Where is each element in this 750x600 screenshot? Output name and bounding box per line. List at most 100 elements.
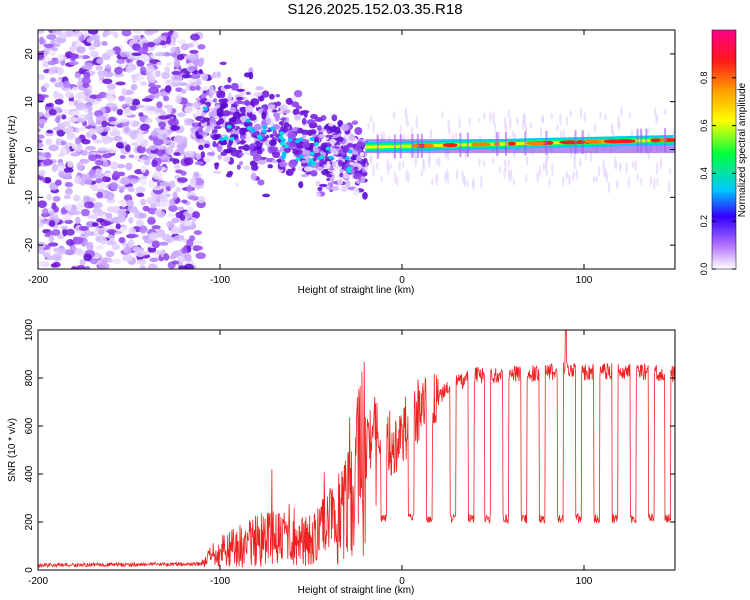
spectrogram-noise-blob (62, 127, 74, 133)
spectrogram-hotspot (299, 154, 305, 159)
spectrogram-noise-blob (136, 259, 147, 265)
spectrogram-signal-blob (282, 126, 288, 133)
spectrogram-noise-blob (60, 173, 70, 179)
spectrogram-noise-blob (195, 85, 201, 91)
spectrogram-noise-blob (181, 226, 189, 231)
spectrogram-signal-blob (230, 82, 239, 91)
spectrogram-noise-blob (152, 138, 164, 146)
spectrogram-signal-blob (214, 162, 219, 170)
spectrogram-noise-blob (180, 89, 187, 95)
spectrogram-noise-blob (51, 163, 58, 173)
spectrogram-signal-blob (316, 166, 324, 172)
spectrogram-noise-blob (191, 122, 200, 128)
spectrogram-noise-blob (156, 101, 163, 109)
spectrogram-faint-streak (539, 126, 543, 139)
spectrogram-noise-blob (38, 74, 46, 81)
spectrogram-noise-blob (69, 109, 80, 116)
spectrogram-noise-blob (81, 139, 91, 145)
spectrogram-signal-blob (314, 117, 324, 122)
spectrogram-faint-streak (551, 163, 554, 178)
spectrogram-noise-blob (68, 46, 76, 53)
spectrogram-signal-blob (316, 125, 322, 131)
spectrogram-signal-blob (242, 144, 250, 151)
spectrogram-noise-blob (150, 203, 157, 209)
spectrogram-noise-blob (106, 229, 117, 234)
spectrogram-signal-blob (213, 134, 220, 141)
spectrogram-signal-blob (231, 117, 237, 123)
spectrogram-faint-streak (435, 173, 438, 187)
spectrogram-y-axis-label: Frequency (Hz) (7, 116, 18, 185)
spectrogram-signal-blob (352, 150, 358, 155)
spectrogram-hotspot (287, 137, 293, 142)
spectrogram-noise-blob (95, 170, 102, 179)
spectrogram-noise-blob (192, 240, 203, 245)
spectrogram-faint-streak (512, 178, 515, 186)
spectrogram-noise-blob (152, 186, 163, 191)
spectrogram-noise-blob (118, 185, 127, 190)
spectrogram-hotspot (309, 151, 315, 156)
spectrogram-signal-blob (227, 76, 232, 83)
spectrogram-faint-streak (440, 110, 444, 119)
spectrogram-noise-blob (38, 30, 45, 34)
spectrogram-faint-streak (647, 127, 650, 135)
spectrogram-hotspot (229, 136, 235, 141)
spectrogram-signal-blob (257, 159, 266, 165)
spectrogram-signal-blob (361, 172, 368, 177)
spectrogram-x-tick-label: 0 (399, 275, 405, 286)
spectrogram-faint-streak (568, 174, 571, 186)
spectrogram-noise-blob (189, 49, 199, 55)
spectrogram-faint-streak (455, 169, 459, 180)
spectrogram-noise-blob (48, 109, 57, 116)
spectrogram-signal-blob (267, 164, 273, 169)
spectrogram-faint-streak (562, 127, 565, 141)
carrier-peak (559, 140, 581, 145)
spectrogram-hotspot (347, 149, 353, 154)
spectrogram-noise-blob (102, 160, 109, 167)
spectrogram-noise-blob (140, 198, 146, 206)
spectrogram-noise-blob (80, 55, 91, 60)
spectrogram-faint-streak (376, 161, 379, 170)
spectrogram-noise-blob (149, 257, 159, 263)
spectrogram-signal-blob (210, 74, 216, 79)
spectrogram-noise-blob (54, 82, 64, 88)
spectrogram-signal-blob (330, 147, 337, 154)
spectrogram-signal-blob (215, 71, 222, 79)
spectrogram-faint-streak (542, 163, 545, 172)
spectrogram-signal-blob (300, 173, 310, 178)
spectrogram-faint-streak (656, 113, 659, 122)
spectrogram-noise-blob (143, 159, 151, 166)
spectrogram-signal-blob (248, 67, 254, 74)
spectrogram-faint-streak (392, 111, 396, 120)
spectrogram-noise-blob (106, 94, 116, 103)
spectrogram-noise-blob (74, 72, 80, 79)
spectrogram-noise-blob (138, 212, 147, 219)
spectrogram-noise-blob (52, 126, 62, 131)
chart-title: S126.2025.152.03.35.R18 (287, 1, 463, 18)
spectrogram-noise-blob (84, 265, 91, 269)
spectrogram-faint-streak (431, 178, 434, 186)
spectrogram-noise-blob (61, 114, 67, 120)
spectrogram-noise-blob (54, 179, 62, 186)
spectrogram-noise-blob (93, 39, 101, 48)
spectrogram-noise-blob (165, 146, 174, 155)
spectrogram-noise-blob (79, 158, 90, 165)
spectrogram-faint-streak (446, 172, 450, 185)
spectrogram-signal-blob (200, 151, 205, 159)
spectrogram-signal-blob (239, 140, 247, 144)
spectrogram-faint-streak (438, 156, 441, 167)
spectrogram-noise-blob (157, 133, 164, 139)
spectrogram-signal-blob (203, 86, 209, 91)
spectrogram-noise-blob (48, 234, 55, 243)
spectrogram-noise-blob (48, 144, 59, 152)
spectrogram-signal-blob (339, 172, 344, 178)
spectrogram-signal-blob (354, 127, 363, 135)
spectrogram-noise-blob (63, 194, 71, 200)
spectrogram-faint-streak (525, 155, 529, 167)
spectrogram-faint-streak (541, 115, 545, 124)
spectrogram-noise-blob (76, 46, 86, 54)
spectrogram-noise-blob (177, 206, 185, 211)
spectrogram-faint-streak (524, 174, 528, 183)
spectrogram-noise-blob (76, 161, 84, 171)
spectrogram-faint-streak (511, 130, 515, 138)
spectrogram-noise-blob (183, 157, 194, 166)
